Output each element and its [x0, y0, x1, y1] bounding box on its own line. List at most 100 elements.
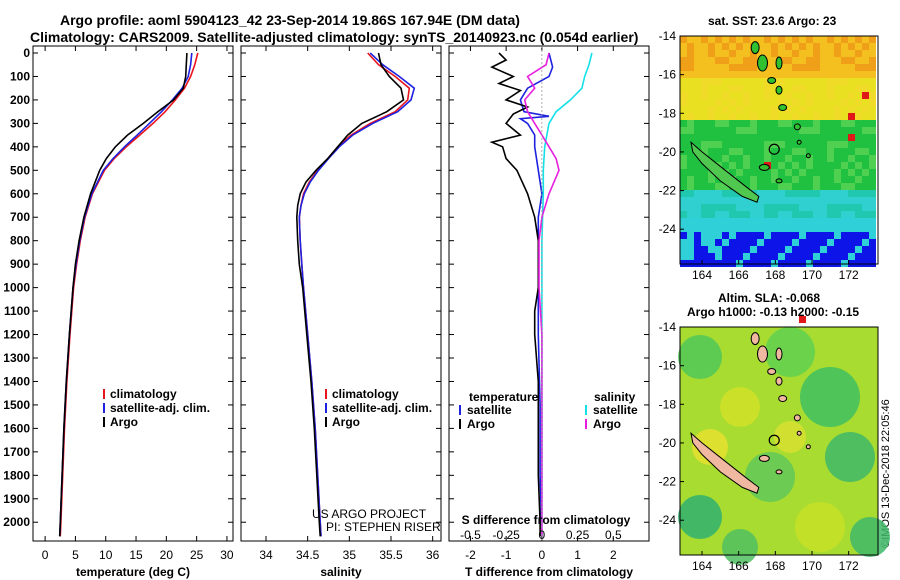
map-cell — [680, 78, 687, 85]
map-cell — [869, 225, 876, 232]
map-cell — [820, 99, 827, 106]
s-tick-label: -0.5 — [460, 528, 481, 542]
map-cell — [694, 211, 701, 218]
map-cell — [834, 169, 841, 176]
map-cell — [701, 141, 708, 148]
map-cell — [855, 106, 862, 113]
map-cell — [708, 36, 715, 43]
map-cell — [862, 127, 869, 134]
series-line — [518, 52, 554, 537]
map-cell — [680, 239, 687, 246]
y-tick-label: 100 — [10, 69, 30, 83]
plot-frame — [32, 45, 234, 542]
map-cell — [743, 218, 750, 225]
series-line — [58, 52, 188, 537]
map-cell — [736, 127, 743, 134]
map-cell — [736, 78, 743, 85]
map-cell — [736, 218, 743, 225]
map-cell — [799, 169, 806, 176]
s-tick-label: -0.25 — [492, 528, 520, 542]
map-cell — [848, 43, 855, 50]
map-cell — [869, 85, 876, 92]
map-cell — [841, 78, 848, 85]
map-cell — [750, 239, 757, 246]
map-cell — [820, 141, 827, 148]
map-y-tick-label: -22 — [659, 184, 677, 198]
map-cell — [771, 36, 778, 43]
map-cell — [799, 246, 806, 253]
map-cell — [841, 127, 848, 134]
map-cell — [715, 113, 722, 120]
map-cell — [715, 253, 722, 260]
island — [750, 332, 760, 346]
map-cell — [792, 64, 799, 71]
map-cell — [834, 239, 841, 246]
map-cell — [736, 92, 743, 99]
map-cell — [848, 183, 855, 190]
map-y-tick-label: -18 — [659, 397, 677, 411]
map-cell — [813, 246, 820, 253]
map-cell — [813, 36, 820, 43]
map-cell — [778, 92, 785, 99]
map-cell — [806, 127, 813, 134]
map-cell — [729, 43, 736, 50]
map-cell — [736, 148, 743, 155]
map-cell — [708, 106, 715, 113]
map-cell — [722, 43, 729, 50]
map-cell — [701, 43, 708, 50]
map-cell — [729, 218, 736, 225]
s-tick-label: 0 — [539, 528, 546, 542]
map-cell — [827, 232, 834, 239]
map-cell — [820, 50, 827, 57]
map-cell — [778, 183, 785, 190]
map-cell — [848, 141, 855, 148]
map-cell — [743, 36, 750, 43]
map-cell — [827, 113, 834, 120]
map-cell — [722, 239, 729, 246]
island — [775, 85, 783, 95]
map-cell — [694, 57, 701, 64]
map-cell — [736, 120, 743, 127]
map-cell — [848, 155, 855, 162]
map-x-tick-label: 172 — [839, 268, 859, 282]
map-cell — [862, 225, 869, 232]
map-cell — [785, 113, 792, 120]
island — [757, 345, 768, 363]
x-tick-label: 5 — [72, 548, 79, 562]
map-cell — [778, 190, 785, 197]
island — [767, 76, 777, 84]
map-cell — [680, 155, 687, 162]
map-cell — [834, 78, 841, 85]
map-cell — [729, 148, 736, 155]
map-cell — [722, 183, 729, 190]
map-cell — [757, 141, 764, 148]
map-cell — [827, 239, 834, 246]
map-cell — [736, 211, 743, 218]
map-cell — [869, 99, 876, 106]
map-cell — [827, 106, 834, 113]
map-cell — [820, 183, 827, 190]
map-cell — [729, 155, 736, 162]
map-cell — [841, 232, 848, 239]
map-cell — [687, 92, 694, 99]
map-cell — [687, 78, 694, 85]
map-cell — [813, 64, 820, 71]
map-cell — [708, 57, 715, 64]
map-cell — [820, 253, 827, 260]
map-cell — [848, 71, 855, 78]
map-cell — [869, 253, 876, 260]
sla-blob — [745, 452, 795, 502]
map-cell — [771, 85, 778, 92]
legend-title: temperature — [469, 390, 539, 404]
map-cell — [687, 176, 694, 183]
map-cell — [827, 36, 834, 43]
map-cell — [799, 211, 806, 218]
map-cell — [708, 204, 715, 211]
map-cell — [764, 120, 771, 127]
map-cell — [806, 99, 813, 106]
map-cell — [792, 78, 799, 85]
map-cell — [792, 169, 799, 176]
map-cell — [848, 106, 855, 113]
map-cell — [708, 92, 715, 99]
map-cell — [771, 225, 778, 232]
